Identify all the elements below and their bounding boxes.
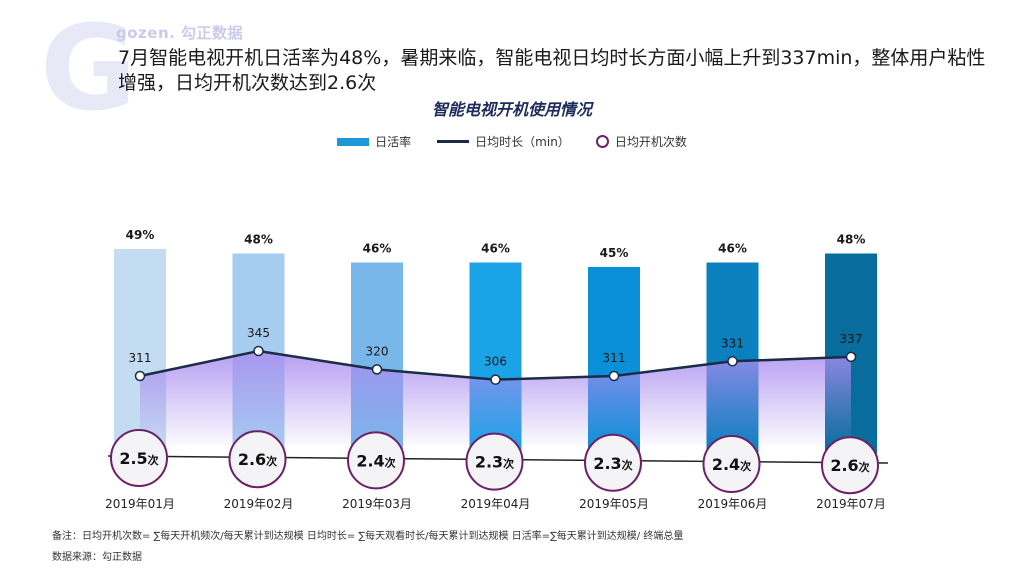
starts-bubble-3 [347, 431, 405, 490]
bar-label-dau-5: 45% [600, 246, 629, 260]
duration-label-6: 331 [721, 336, 744, 350]
starts-label-4: 2.3次 [475, 453, 514, 472]
bar-label-dau-2: 48% [244, 233, 273, 247]
legend-item-dau: 日活率 [337, 133, 411, 150]
bar-label-dau-1: 49% [126, 228, 155, 242]
duration-point-3 [371, 364, 383, 375]
starts-bubble-1 [110, 429, 168, 487]
legend-item-duration: 日均时长（min） [437, 133, 570, 150]
x-tick-label-3: 2019年03月 [342, 497, 412, 511]
duration-label-3: 320 [366, 344, 389, 358]
data-source: 数据来源：勾正数据 [52, 552, 142, 563]
x-tick-label-1: 2019年01月 [105, 497, 175, 511]
duration-point-5 [608, 370, 620, 382]
page-headline: 7月智能电视开机日活率为48%，暑期来临，智能电视日均时长方面小幅上升到337m… [118, 47, 986, 94]
starts-label-2: 2.6次 [238, 450, 277, 469]
bar-label-dau-3: 46% [363, 242, 392, 256]
starts-label-7: 2.6次 [830, 456, 869, 475]
duration-point-2 [253, 345, 264, 357]
legend-circle-swatch-icon [595, 135, 609, 148]
x-tick-label-6: 2019年06月 [698, 497, 768, 511]
starts-bubble-2 [228, 430, 287, 489]
legend-label-dau: 日活率 [375, 135, 412, 149]
duration-point-7 [845, 351, 857, 363]
legend-label-starts: 日均开机次数 [614, 135, 687, 149]
legend-line-swatch-icon [437, 140, 470, 143]
x-tick-label-2: 2019年02月 [224, 497, 294, 511]
duration-point-1 [134, 370, 146, 382]
footnote: 备注：日均开机次数= ∑每天开机频次/每天累计到达规模 日均时长= ∑每天观看时… [52, 531, 684, 542]
x-tick-label-5: 2019年05月 [579, 497, 649, 511]
bar-label-dau-4: 46% [481, 242, 510, 256]
starts-label-3: 2.4次 [356, 451, 395, 470]
bar-label-dau-7: 48% [837, 233, 866, 247]
brand-name: gozen. 勾正数据 [116, 24, 244, 42]
duration-label-4: 306 [484, 355, 507, 369]
duration-point-6 [727, 356, 738, 367]
duration-label-5: 311 [603, 351, 626, 365]
starts-label-6: 2.4次 [712, 455, 751, 474]
x-tick-label-7: 2019年07月 [816, 497, 886, 511]
bar-label-dau-6: 46% [718, 242, 747, 256]
starts-bubble-7 [821, 436, 879, 495]
x-tick-label-4: 2019年04月 [461, 497, 531, 511]
brand-logo-icon: G [40, 0, 137, 137]
legend-item-starts: 日均开机次数 [595, 133, 687, 150]
duration-label-2: 345 [247, 326, 270, 340]
chart-title: 智能电视开机使用情况 [431, 100, 592, 119]
legend-bar-swatch-icon [337, 137, 370, 146]
duration-area [140, 351, 851, 445]
duration-label-7: 337 [840, 332, 863, 346]
duration-label-1: 311 [129, 351, 152, 365]
starts-label-1: 2.5次 [119, 449, 158, 468]
starts-bubble-5 [584, 433, 642, 492]
starts-label-5: 2.3次 [593, 454, 632, 473]
starts-bubble-6 [702, 435, 761, 493]
duration-point-4 [490, 374, 501, 385]
legend-label-duration: 日均时长（min） [475, 135, 570, 149]
starts-bubble-4 [465, 432, 524, 491]
chart-legend: 日活率 日均时长（min） 日均开机次数 [0, 133, 1024, 150]
